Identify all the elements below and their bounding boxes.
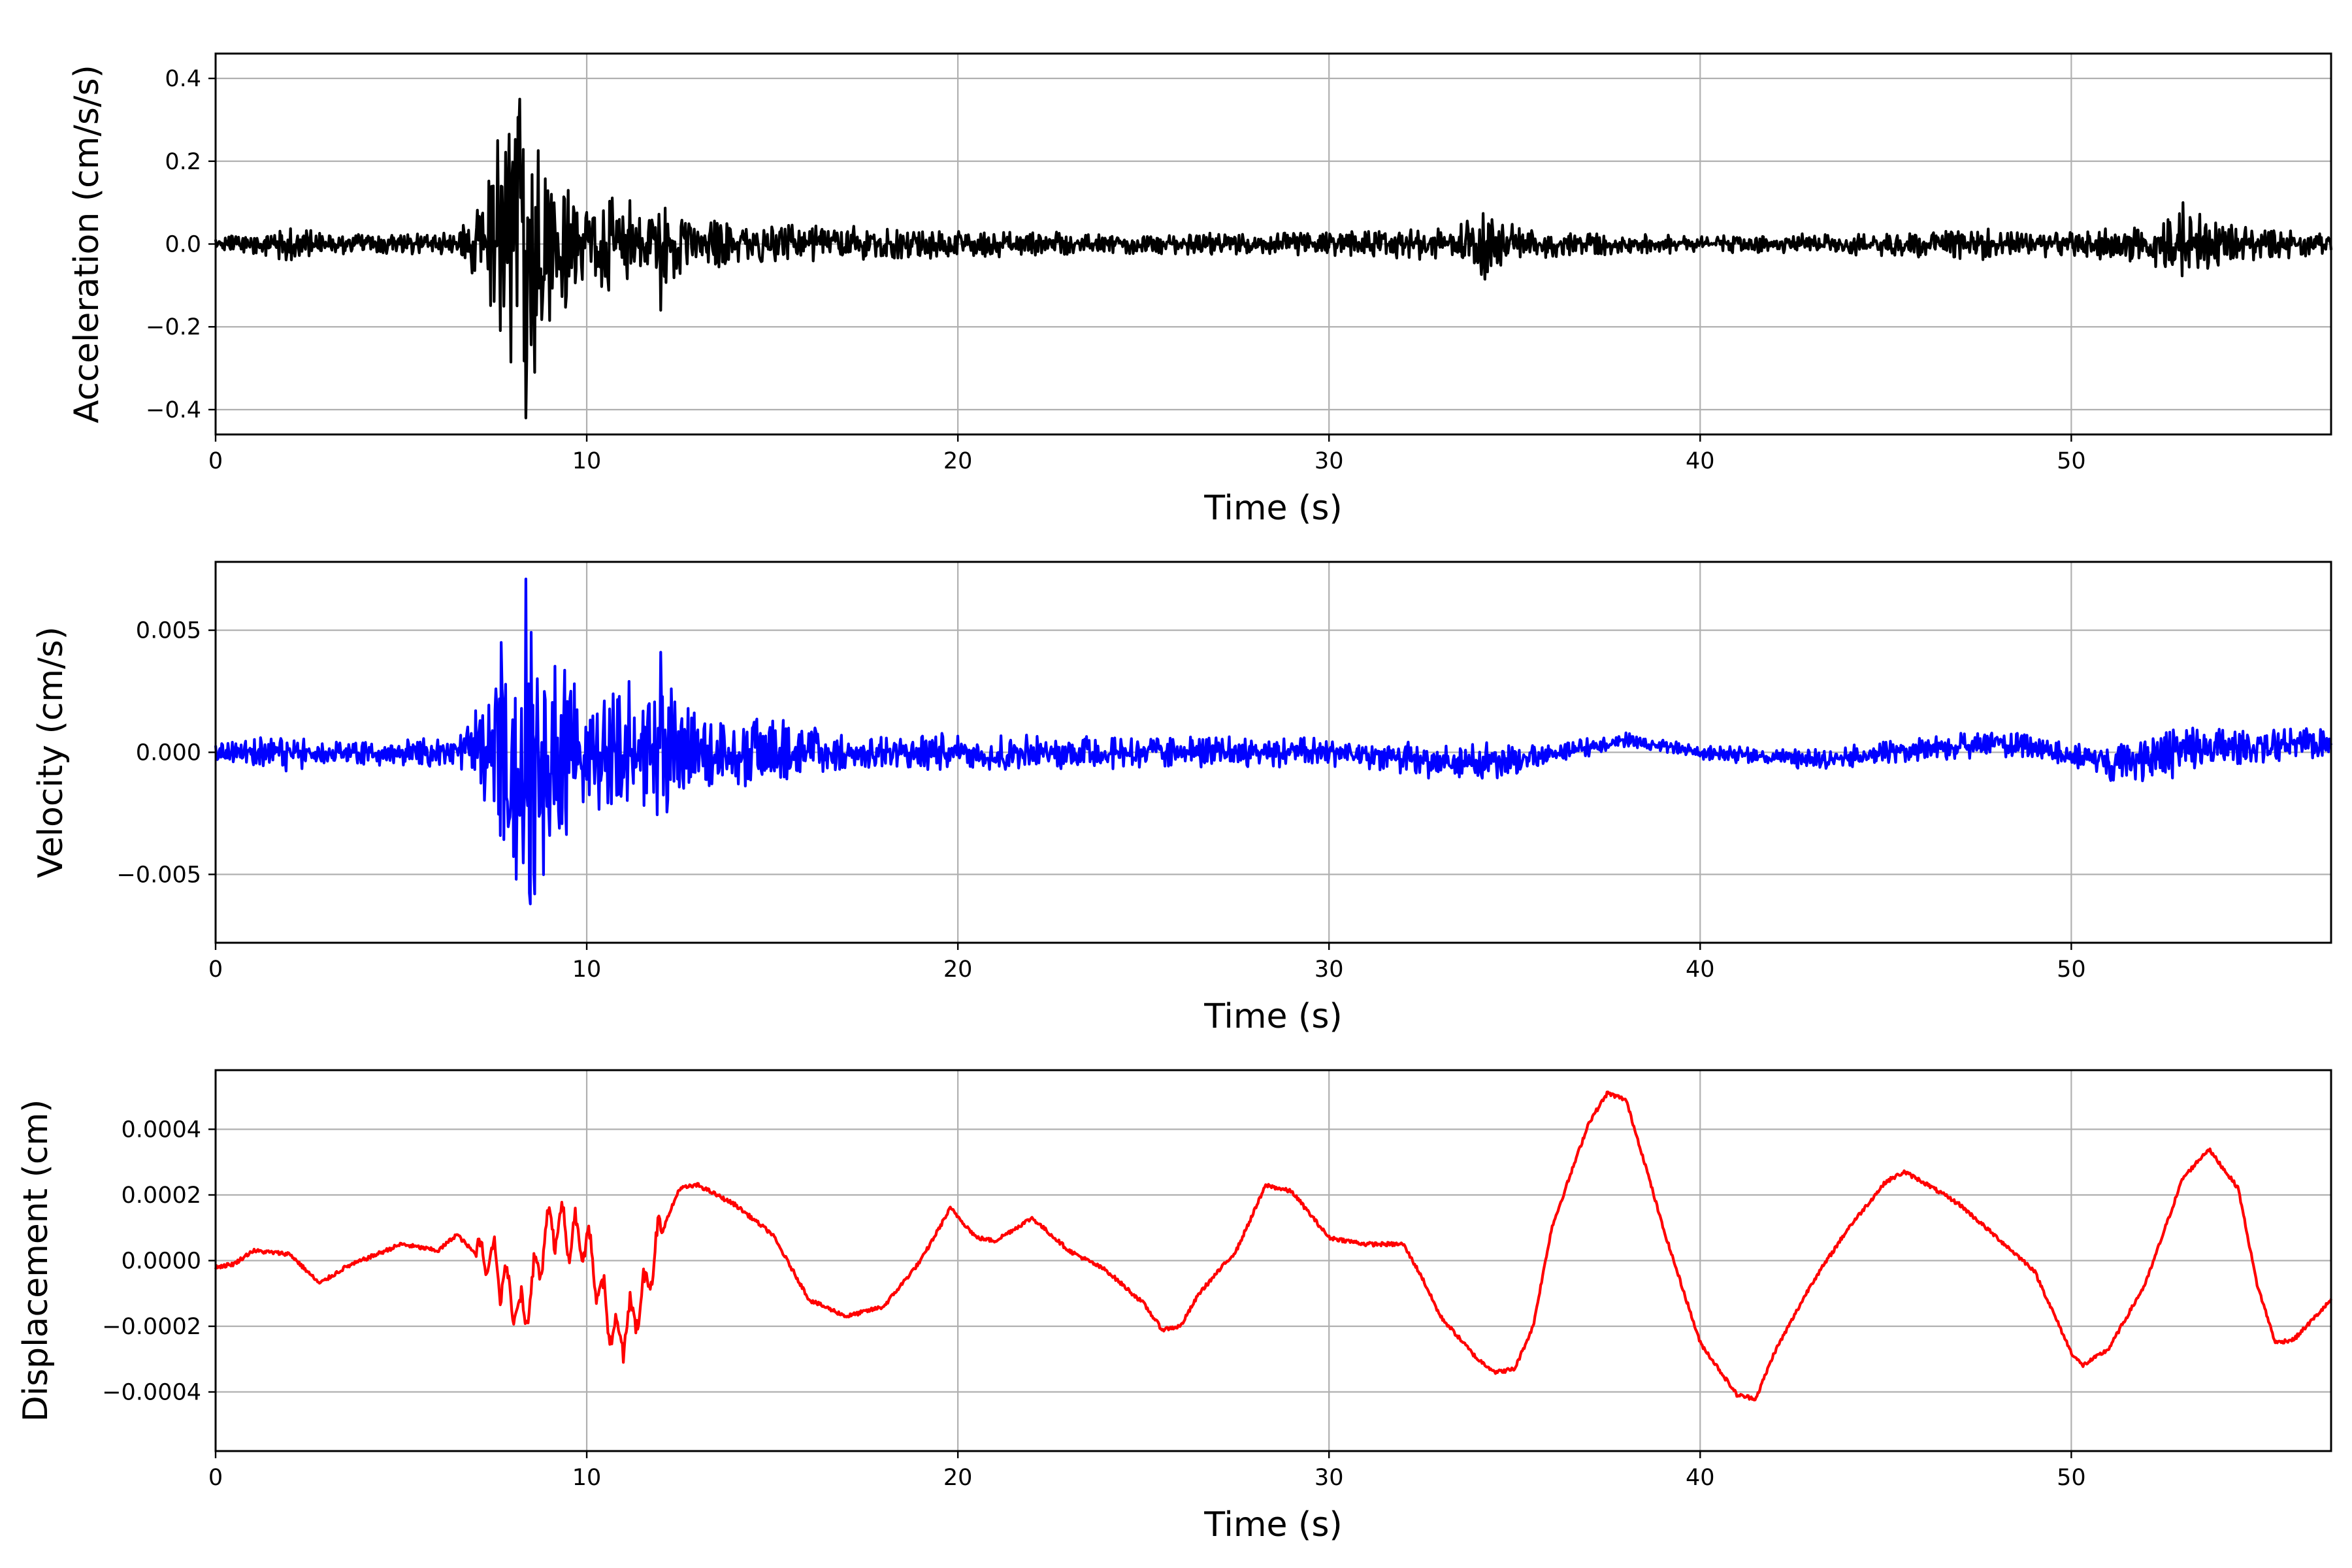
velocity-y-tick-label: 0.000 — [136, 740, 201, 766]
acceleration-x-tick-label: 50 — [2057, 448, 2086, 474]
acceleration-x-tick-label: 10 — [572, 448, 602, 474]
velocity-y-tick-label: 0.005 — [136, 618, 201, 644]
acceleration-y-tick-label: 0.4 — [165, 66, 201, 92]
displacement-x-tick-label: 20 — [943, 1465, 973, 1491]
displacement-x-tick-label: 50 — [2057, 1465, 2086, 1491]
acceleration-x-axis-label: Time (s) — [1203, 489, 1342, 528]
velocity-y-axis-label: Velocity (cm/s) — [31, 627, 71, 878]
acceleration-y-tick-label: −0.2 — [146, 314, 201, 340]
displacement-y-tick-label: −0.0002 — [102, 1314, 201, 1340]
acceleration-panel: 0 10 20 30 40 50 −0.4 −0.2 0.0 0.2 0.4 Time (s) A… — [67, 52, 2333, 528]
velocity-x-tick-label: 20 — [943, 956, 973, 983]
acceleration-y-ticks: −0.4 −0.2 0.0 0.2 0.4 — [146, 66, 216, 423]
displacement-y-ticks: −0.0004 −0.0002 0.0000 0.0002 0.0004 — [102, 1117, 216, 1406]
velocity-x-tick-label: 50 — [2057, 956, 2086, 983]
velocity-x-ticks: 0 10 20 30 40 50 — [208, 943, 2086, 983]
velocity-trace-group — [214, 578, 2333, 906]
displacement-x-ticks: 0 10 20 30 40 50 — [208, 1451, 2086, 1491]
displacement-x-tick-label: 10 — [572, 1465, 602, 1491]
displacement-panel: 0 10 20 30 40 50 −0.0004 −0.0002 0.0000 0.0002 0.… — [16, 1069, 2332, 1544]
displacement-y-tick-label: 0.0004 — [122, 1117, 201, 1143]
acceleration-trace-group — [214, 97, 2333, 419]
displacement-x-tick-label: 30 — [1315, 1465, 1344, 1491]
acceleration-series-line — [214, 97, 2333, 419]
displacement-x-tick-label: 0 — [208, 1465, 223, 1491]
acceleration-x-ticks: 0 10 20 30 40 50 — [208, 434, 2086, 474]
velocity-x-axis-label: Time (s) — [1203, 997, 1342, 1036]
acceleration-y-axis-label: Acceleration (cm/s/s) — [67, 65, 106, 423]
displacement-x-axis-label: Time (s) — [1203, 1505, 1342, 1544]
displacement-x-tick-label: 40 — [1686, 1465, 1715, 1491]
acceleration-y-tick-label: −0.4 — [146, 397, 201, 423]
velocity-y-tick-label: −0.005 — [116, 862, 201, 888]
displacement-series-line — [214, 1090, 2332, 1401]
displacement-y-axis-label: Displacement (cm) — [16, 1100, 56, 1422]
acceleration-x-tick-label: 30 — [1315, 448, 1344, 474]
velocity-x-tick-label: 30 — [1315, 956, 1344, 983]
acceleration-x-tick-label: 20 — [943, 448, 973, 474]
velocity-y-ticks: −0.005 0.000 0.005 — [116, 618, 216, 888]
displacement-y-tick-label: −0.0004 — [102, 1380, 201, 1406]
velocity-series-line — [214, 578, 2333, 906]
acceleration-x-tick-label: 40 — [1686, 448, 1715, 474]
displacement-trace-group — [214, 1090, 2332, 1401]
velocity-x-tick-label: 0 — [208, 956, 223, 983]
acceleration-y-tick-label: 0.2 — [165, 149, 201, 175]
velocity-x-tick-label: 40 — [1686, 956, 1715, 983]
acceleration-y-tick-label: 0.0 — [165, 232, 201, 258]
velocity-panel: 0 10 20 30 40 50 −0.005 0.000 0.005 Time (s) Ve… — [31, 561, 2333, 1036]
displacement-y-tick-label: 0.0000 — [122, 1249, 201, 1275]
displacement-grid — [216, 1070, 2331, 1451]
velocity-x-tick-label: 10 — [572, 956, 602, 983]
displacement-y-tick-label: 0.0002 — [122, 1183, 201, 1209]
acceleration-x-tick-label: 0 — [208, 448, 223, 474]
